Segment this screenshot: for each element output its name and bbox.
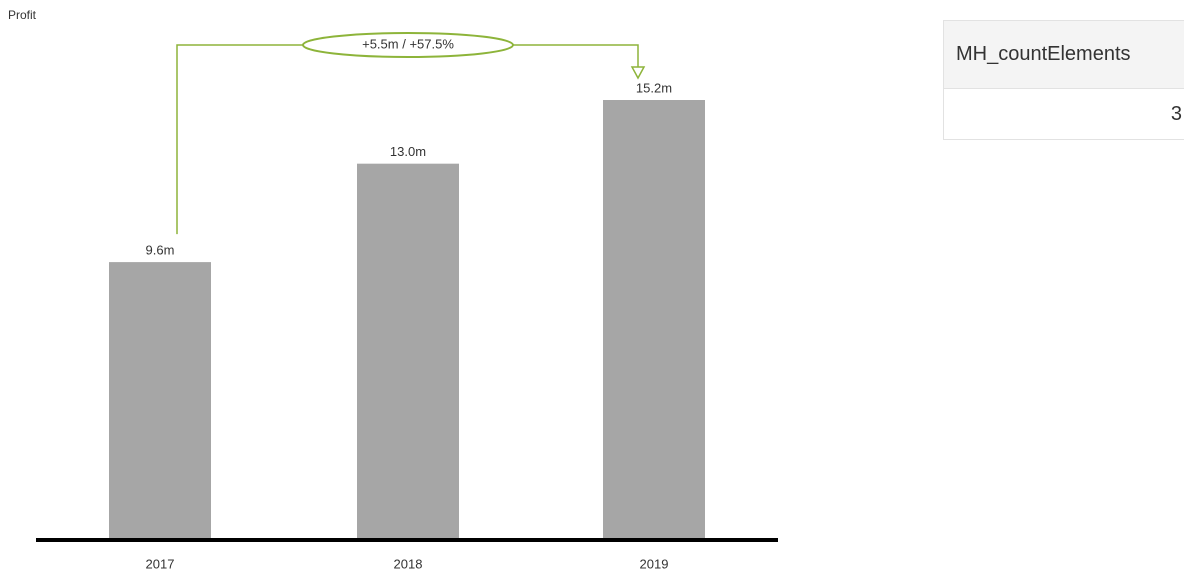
table: MH_countElements 3 [943,20,1184,140]
bar [357,163,459,540]
chart: Profit 9.6m 2017 13.0m 2018 15.2m 2019 +5.5m /… [8,8,778,571]
bar [109,262,211,540]
table-header: MH_countElements [944,21,1184,89]
value-label: 15.2m [636,80,672,95]
annotation-bubble [302,32,514,58]
x-tick-label: 2018 [394,556,423,571]
value-label: 13.0m [390,144,426,159]
x-tick-label: 2019 [640,556,669,571]
bar [603,100,705,540]
chart-title: Profit [8,8,37,22]
x-tick-label: 2017 [146,556,175,571]
annotation-label: +5.5m / +57.5% [362,36,454,51]
annotation-arrow [630,66,646,80]
value-label: 9.6m [146,243,175,258]
table-cell: 3 [1170,103,1182,125]
